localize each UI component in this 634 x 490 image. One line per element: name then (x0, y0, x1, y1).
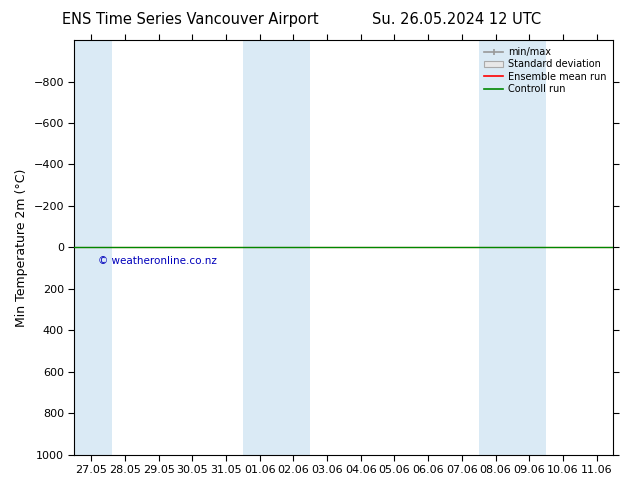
Text: © weatheronline.co.nz: © weatheronline.co.nz (98, 256, 217, 266)
Bar (243, 40, 310, 455)
Bar (479, 40, 546, 455)
Legend: min/max, Standard deviation, Ensemble mean run, Controll run: min/max, Standard deviation, Ensemble me… (482, 45, 609, 96)
Text: Su. 26.05.2024 12 UTC: Su. 26.05.2024 12 UTC (372, 12, 541, 27)
Bar (74, 40, 112, 455)
Text: ENS Time Series Vancouver Airport: ENS Time Series Vancouver Airport (62, 12, 318, 27)
Y-axis label: Min Temperature 2m (°C): Min Temperature 2m (°C) (15, 168, 28, 326)
